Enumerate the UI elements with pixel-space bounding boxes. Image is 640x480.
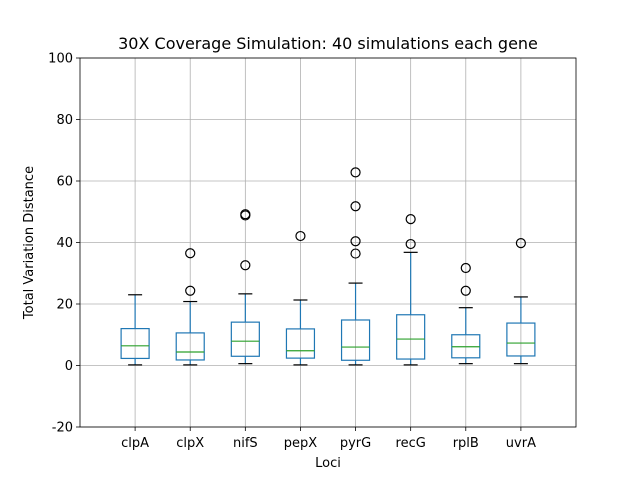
outlier-point — [350, 167, 361, 178]
box-clpX — [175, 248, 205, 366]
box-layer — [120, 167, 536, 366]
outlier-point — [350, 248, 361, 259]
x-tick-label: clpX — [176, 436, 204, 451]
iqr-box — [396, 314, 426, 360]
x-tick-label: uvrA — [506, 436, 536, 451]
x-tick-label: recG — [396, 436, 426, 451]
iqr-box — [506, 322, 536, 357]
box-pyrG — [340, 167, 371, 366]
iqr-box — [230, 321, 260, 357]
y-tick-label: -20 — [52, 421, 73, 436]
outlier-point — [405, 214, 416, 225]
box-nifS — [230, 209, 260, 365]
iqr-box — [120, 328, 150, 360]
outlier-point — [295, 230, 306, 242]
x-tick-label: pepX — [284, 436, 318, 451]
y-tick-label: 60 — [56, 175, 73, 190]
box-recG — [396, 214, 426, 366]
outlier-point — [240, 260, 251, 271]
outlier-point — [185, 248, 196, 259]
x-tick-label: rplB — [453, 436, 479, 451]
x-axis-label: Loci — [315, 456, 341, 471]
x-tick-label: pyrG — [340, 436, 371, 451]
y-tick-label: 0 — [65, 359, 73, 374]
iqr-box — [340, 319, 371, 361]
iqr-box — [175, 332, 205, 361]
outlier-point — [185, 285, 196, 296]
outlier-point — [240, 209, 251, 220]
x-tick-label: nifS — [233, 436, 258, 451]
tick-layer: -20 0 20 40 60 80 100 clpA clpX nifS pepX pyrG recG r… — [48, 52, 536, 452]
y-tick-label: 20 — [56, 298, 73, 313]
outlier-point — [515, 238, 526, 249]
grid-layer — [80, 57, 576, 428]
y-tick-label: 100 — [48, 52, 73, 67]
box-uvrA — [506, 238, 536, 365]
x-tick-label: clpA — [121, 436, 149, 451]
box-rplB — [451, 262, 481, 365]
outlier-point — [405, 238, 416, 250]
box-clpA — [120, 294, 150, 366]
chart-title: 30X Coverage Simulation: 40 simulations … — [118, 34, 538, 53]
outlier-point — [460, 262, 471, 274]
iqr-box — [285, 328, 316, 359]
y-tick-label: 80 — [56, 113, 73, 128]
y-axis-label: Total Variation Distance — [22, 166, 37, 320]
outlier-point — [350, 236, 361, 247]
outlier-point — [350, 201, 361, 212]
box-pepX — [285, 230, 316, 366]
outlier-point — [460, 285, 471, 296]
y-tick-label: 40 — [56, 236, 73, 251]
